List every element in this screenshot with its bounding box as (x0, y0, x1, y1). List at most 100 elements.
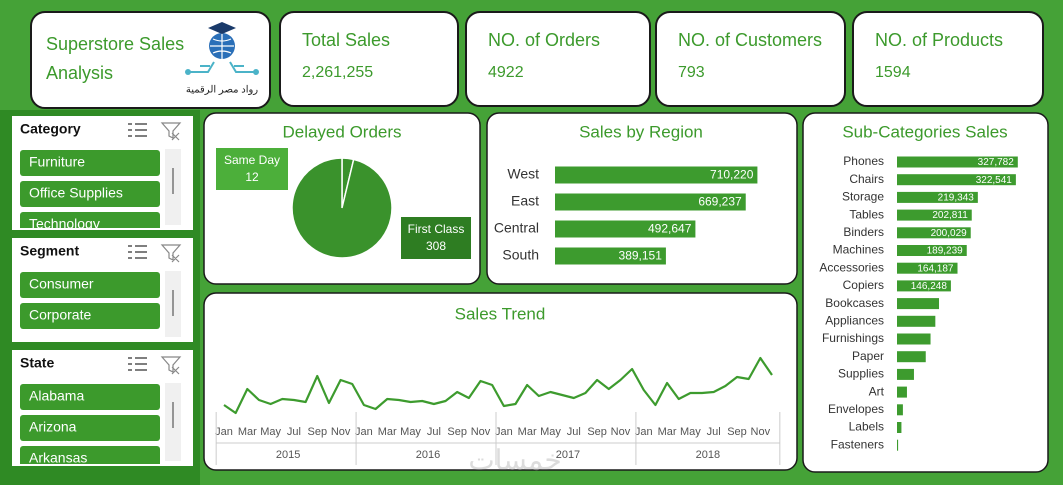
x-tick-label: Jul (287, 426, 301, 438)
x-tick-label: Jan (635, 426, 653, 438)
multi-select-icon (128, 123, 147, 137)
x-tick-label: Nov (611, 426, 631, 438)
x-group-label: 2016 (416, 449, 440, 461)
category-label: Art (869, 384, 885, 398)
x-group-label: 2018 (696, 449, 720, 461)
slicer-item-label: Technology (29, 216, 100, 232)
bar (897, 368, 914, 380)
kpi-label: NO. of Products (875, 30, 1003, 50)
x-tick-label: Mar (378, 426, 397, 438)
data-label-name: Same Day (224, 153, 280, 167)
data-label-box (401, 217, 471, 259)
logo-text: رواد مصر الرقمية (186, 85, 258, 96)
slicer-item[interactable] (20, 303, 160, 329)
x-group-label: 2017 (556, 449, 580, 461)
x-tick-label: Mar (238, 426, 257, 438)
category-label: Tables (849, 207, 884, 221)
category-label: Central (494, 220, 539, 236)
category-label: Chairs (849, 172, 884, 186)
clear-filter-icon (160, 356, 182, 375)
bar (555, 166, 758, 184)
category-label: Envelopes (828, 402, 884, 416)
bar (897, 156, 1018, 168)
kpi-value: 2,261,255 (302, 64, 373, 81)
category-label: Supplies (838, 367, 884, 381)
category-label: Bookcases (825, 296, 884, 310)
bar (897, 209, 972, 221)
kpi-card (852, 11, 1044, 107)
bar (897, 280, 951, 292)
kpi-card (279, 11, 459, 107)
x-tick-label: Jul (427, 426, 441, 438)
slicer-item[interactable] (20, 181, 160, 207)
category-label: Paper (852, 349, 884, 363)
data-label: 200,029 (931, 228, 968, 239)
x-tick-label: Sep (447, 426, 467, 438)
clear-filter-icon (160, 122, 182, 141)
slicer-title: State (20, 355, 54, 371)
slicer-item-label: Furniture (29, 154, 85, 170)
kpi-label: Total Sales (302, 30, 390, 50)
bar (555, 247, 666, 265)
x-tick-label: Nov (751, 426, 771, 438)
category-label: Furnishings (822, 331, 884, 345)
kpi-card (465, 11, 651, 107)
category-label: Phones (843, 154, 884, 168)
kpi-label: NO. of Customers (678, 30, 822, 50)
category-label: Copiers (843, 278, 884, 292)
slicer-item[interactable] (20, 446, 160, 472)
category-label: Accessories (819, 260, 884, 274)
clear-filter-icon (160, 244, 182, 263)
bar (897, 262, 958, 274)
x-tick-label: Mar (658, 426, 677, 438)
pie-slice (291, 157, 393, 259)
slicer-item[interactable] (20, 150, 160, 176)
category-label: Fasteners (831, 437, 884, 451)
chart-title: Sales Trend (455, 304, 546, 323)
bar (897, 298, 940, 310)
slicer-item-label: Corporate (29, 307, 91, 323)
header-card (30, 11, 271, 109)
slicer-item-label: Alabama (29, 388, 84, 404)
data-label: 164,187 (917, 263, 954, 274)
slicer-item[interactable] (20, 212, 160, 238)
bar (897, 404, 903, 416)
x-tick-label: Jan (215, 426, 233, 438)
x-tick-label: Sep (307, 426, 327, 438)
x-tick-label: Nov (331, 426, 351, 438)
watermark: خمسات (468, 444, 561, 475)
bar (897, 439, 899, 451)
chart-title: Sub-Categories Sales (842, 122, 1007, 141)
x-tick-label: Jan (495, 426, 513, 438)
bar (897, 227, 971, 239)
x-tick-label: Sep (587, 426, 607, 438)
slicer-items: Alabama Arizona Arkansas (20, 384, 160, 472)
kpi-label: NO. of Orders (488, 30, 600, 50)
kpi-value: 1594 (875, 64, 911, 81)
category-label: East (511, 193, 539, 209)
kpi-card (655, 11, 846, 107)
data-label: 710,220 (710, 168, 754, 182)
category-label: Machines (833, 243, 884, 257)
data-label: 322,541 (976, 175, 1013, 186)
category-label: Binders (843, 225, 884, 239)
chart-title: Sales by Region (579, 122, 703, 141)
data-label-value: 308 (426, 239, 446, 253)
bar (897, 245, 967, 256)
chart-card (802, 112, 1049, 473)
slicer-item[interactable] (20, 272, 160, 298)
slicer-items: Consumer Corporate (20, 272, 160, 329)
x-group-label: 2015 (276, 449, 300, 461)
x-tick-label: Jul (567, 426, 581, 438)
slicer-item[interactable] (20, 384, 160, 410)
slicer-item[interactable] (20, 415, 160, 441)
data-label: 219,343 (938, 193, 975, 204)
category-label: South (502, 247, 539, 263)
data-label-box (216, 148, 288, 190)
slicer-title: Segment (20, 243, 79, 259)
data-label: 669,237 (698, 195, 742, 209)
data-label: 389,151 (619, 249, 663, 263)
data-label: 327,782 (978, 157, 1015, 168)
